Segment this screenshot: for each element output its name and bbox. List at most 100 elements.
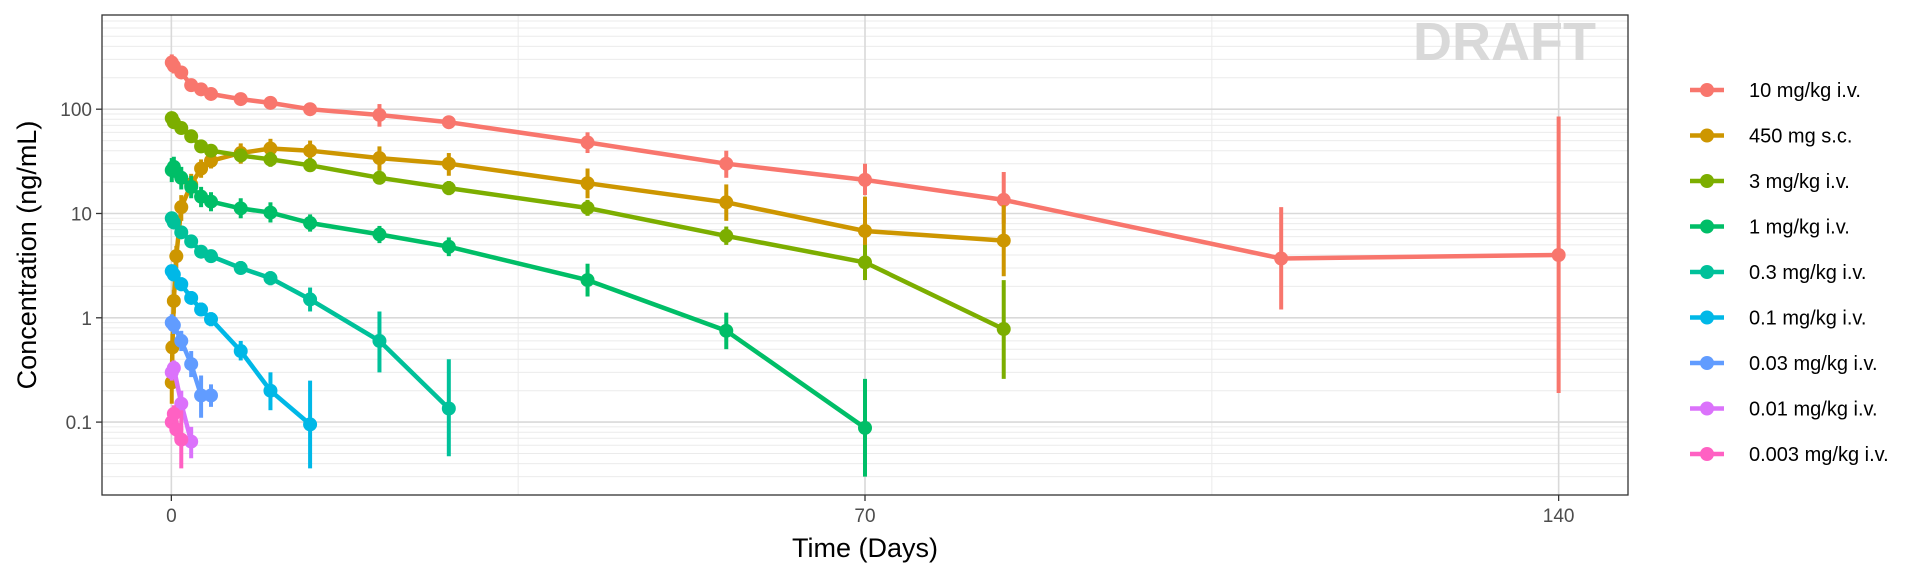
data-point xyxy=(858,172,872,187)
series-3-mg-kg-i-v xyxy=(164,111,1011,379)
legend-key-point xyxy=(1700,447,1714,461)
data-point xyxy=(441,156,456,171)
data-point xyxy=(580,200,595,215)
legend-item-3-mg-kg-i-v: 3 mg/kg i.v. xyxy=(1690,171,1850,193)
data-point xyxy=(303,417,318,432)
legend-label: 1 mg/kg i.v. xyxy=(1749,217,1850,239)
legend-key-point xyxy=(1700,265,1714,279)
data-point xyxy=(441,239,456,254)
data-point xyxy=(184,129,199,144)
data-point xyxy=(441,115,456,130)
data-point xyxy=(580,273,595,288)
legend-item-0-3-mg-kg-i-v: 0.3 mg/kg i.v. xyxy=(1690,262,1866,284)
data-point xyxy=(166,215,181,230)
data-point xyxy=(372,227,387,242)
series-layer xyxy=(164,54,1566,477)
data-point xyxy=(174,225,189,240)
legend-key-point xyxy=(1700,83,1714,97)
legend-item-1-mg-kg-i-v: 1 mg/kg i.v. xyxy=(1690,217,1850,239)
y-tick-label: 0.1 xyxy=(66,413,92,434)
data-point xyxy=(441,181,456,196)
x-tick-label: 0 xyxy=(166,506,177,527)
data-point xyxy=(263,152,278,167)
data-point xyxy=(233,261,248,276)
data-point xyxy=(372,107,387,122)
data-point xyxy=(858,223,872,238)
series-0-003-mg-kg-i-v xyxy=(164,405,189,469)
data-point xyxy=(263,95,278,110)
legend-label: 450 mg s.c. xyxy=(1749,126,1852,148)
data-point xyxy=(263,383,278,398)
data-point xyxy=(174,333,189,348)
data-point xyxy=(719,156,734,171)
y-tick-label: 1 xyxy=(81,309,92,330)
data-point xyxy=(580,176,595,191)
data-point xyxy=(204,388,218,403)
data-point xyxy=(303,143,318,158)
data-point xyxy=(719,228,734,243)
legend-label: 0.01 mg/kg i.v. xyxy=(1749,399,1878,421)
legend-item-0-1-mg-kg-i-v: 0.1 mg/kg i.v. xyxy=(1690,308,1866,330)
data-point xyxy=(184,290,199,305)
data-point xyxy=(1551,248,1566,262)
data-point xyxy=(996,233,1011,248)
data-point xyxy=(233,344,248,359)
data-point xyxy=(184,234,199,249)
data-point xyxy=(166,318,181,333)
data-point xyxy=(303,292,318,307)
data-point xyxy=(580,135,595,150)
series-10-mg-kg-i-v xyxy=(164,54,1566,394)
x-axis-title: Time (Days) xyxy=(792,533,938,563)
data-point xyxy=(166,293,181,308)
legend-item-450-mg-s-c: 450 mg s.c. xyxy=(1690,126,1852,148)
series-0-3-mg-kg-i-v xyxy=(164,211,456,457)
legend-key-point xyxy=(1700,310,1714,325)
data-point xyxy=(194,302,209,317)
data-point xyxy=(184,179,199,194)
data-point xyxy=(858,420,872,435)
data-point xyxy=(204,143,218,158)
data-point xyxy=(169,249,184,264)
y-axis-title: Concentration (ng/mL) xyxy=(12,121,42,390)
data-point xyxy=(719,323,734,338)
data-point xyxy=(204,249,218,264)
data-point xyxy=(204,194,218,209)
data-point xyxy=(174,170,189,185)
legend-label: 10 mg/kg i.v. xyxy=(1749,80,1861,102)
data-point xyxy=(233,148,248,163)
legend-label: 3 mg/kg i.v. xyxy=(1749,171,1850,193)
data-point xyxy=(194,388,209,403)
series-0-1-mg-kg-i-v xyxy=(164,264,318,469)
legend-item-0-01-mg-kg-i-v: 0.01 mg/kg i.v. xyxy=(1690,399,1878,421)
x-axis: 0 70 140 xyxy=(166,495,1574,527)
data-point xyxy=(263,205,278,220)
data-point xyxy=(996,192,1011,207)
data-point xyxy=(303,216,318,231)
data-point xyxy=(372,333,387,348)
legend-label: 0.1 mg/kg i.v. xyxy=(1749,308,1866,330)
data-point xyxy=(174,200,189,215)
data-point xyxy=(1274,251,1289,266)
data-point xyxy=(174,65,189,80)
data-point xyxy=(194,161,209,176)
data-point xyxy=(233,201,248,216)
data-point xyxy=(372,151,387,166)
legend-label: 0.003 mg/kg i.v. xyxy=(1749,444,1889,466)
legend-label: 0.03 mg/kg i.v. xyxy=(1749,353,1878,375)
y-axis: 0.1 1 10 100 xyxy=(60,100,102,434)
legend-key-point xyxy=(1700,219,1714,234)
y-tick-label: 10 xyxy=(71,204,92,225)
data-point xyxy=(233,92,248,107)
legend-key-point xyxy=(1700,401,1714,416)
data-point xyxy=(166,361,181,376)
data-point xyxy=(174,432,189,447)
legend-key-point xyxy=(1700,174,1714,188)
series-1-mg-kg-i-v xyxy=(164,156,872,477)
data-point xyxy=(166,159,181,174)
legend-key-point xyxy=(1700,128,1714,143)
data-point xyxy=(263,141,278,156)
legend-item-0-003-mg-kg-i-v: 0.003 mg/kg i.v. xyxy=(1690,444,1889,466)
data-point xyxy=(303,158,318,173)
data-point xyxy=(184,357,199,372)
